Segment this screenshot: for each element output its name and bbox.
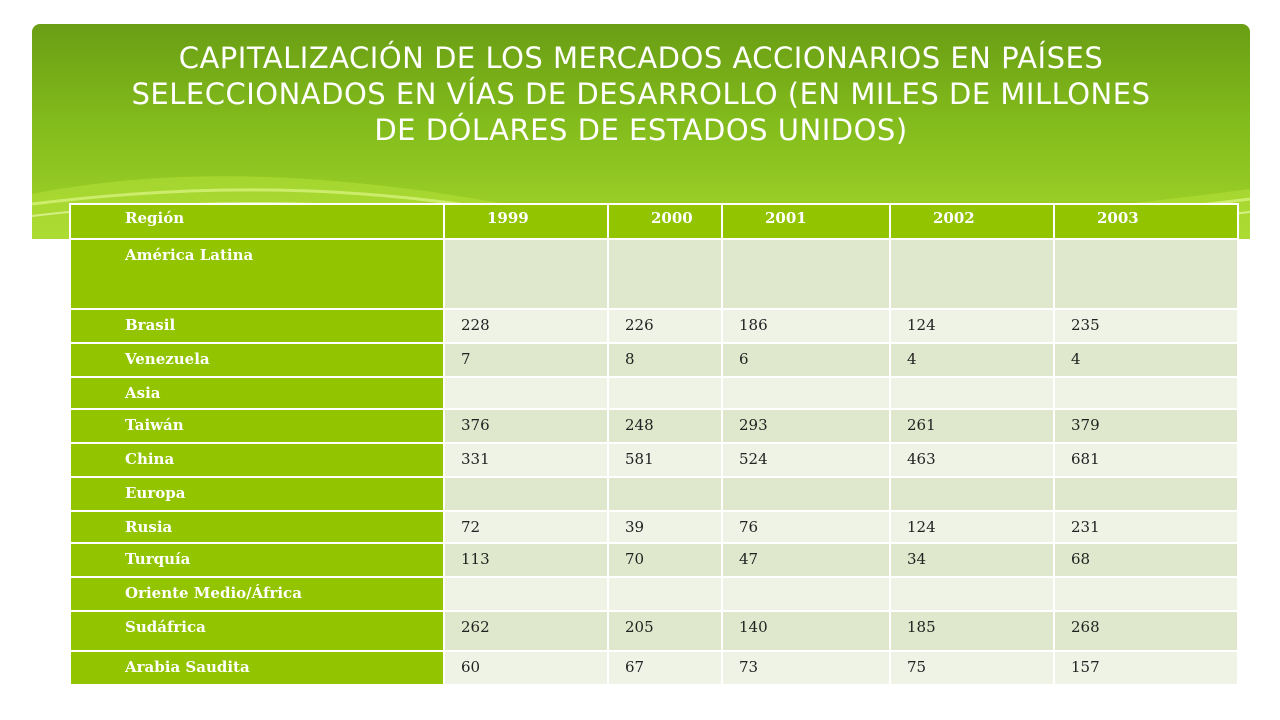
header-cell: 2000: [607, 203, 723, 240]
value-cell: 75: [889, 650, 1055, 686]
value-cell: 73: [721, 650, 891, 686]
value-cell: 524: [721, 442, 891, 478]
value-cell: [889, 576, 1055, 612]
table-row: Sudáfrica 262 205 140 185 268: [69, 610, 1239, 652]
value-cell: 581: [607, 442, 723, 478]
value-cell: [1053, 576, 1239, 612]
value-cell: 60: [443, 650, 609, 686]
value-cell: [721, 576, 891, 612]
value-cell: [889, 376, 1055, 410]
market-cap-table: Región 1999 2000 2001 2002 2003 América …: [69, 203, 1239, 686]
value-cell: [607, 576, 723, 612]
value-cell: 72: [443, 510, 609, 544]
value-cell: 140: [721, 610, 891, 652]
row-label-cell: Asia: [69, 376, 445, 410]
row-label-cell: Turquía: [69, 542, 445, 578]
value-cell: [721, 476, 891, 512]
table-row: Venezuela 7 8 6 4 4: [69, 342, 1239, 378]
value-cell: 186: [721, 308, 891, 344]
slide-title: CAPITALIZACIÓN DE LOS MERCADOS ACCIONARI…: [131, 41, 1151, 147]
table-row: Arabia Saudita 60 67 73 75 157: [69, 650, 1239, 686]
value-cell: 261: [889, 408, 1055, 444]
value-cell: [889, 476, 1055, 512]
value-cell: 6: [721, 342, 891, 378]
row-label-cell: Sudáfrica: [69, 610, 445, 652]
value-cell: 76: [721, 510, 891, 544]
value-cell: [443, 576, 609, 612]
value-cell: 376: [443, 408, 609, 444]
value-cell: [1053, 476, 1239, 512]
table-row: Taiwán 376 248 293 261 379: [69, 408, 1239, 444]
row-label-cell: Oriente Medio/África: [69, 576, 445, 612]
value-cell: [721, 238, 891, 310]
value-cell: [443, 476, 609, 512]
value-cell: 681: [1053, 442, 1239, 478]
value-cell: 463: [889, 442, 1055, 478]
value-cell: 4: [1053, 342, 1239, 378]
value-cell: [607, 476, 723, 512]
header-cell: 2001: [721, 203, 891, 240]
row-label-cell: China: [69, 442, 445, 478]
value-cell: 70: [607, 542, 723, 578]
value-cell: 231: [1053, 510, 1239, 544]
header-cell: 1999: [443, 203, 609, 240]
value-cell: [1053, 376, 1239, 410]
table-row: Oriente Medio/África: [69, 576, 1239, 612]
value-cell: 248: [607, 408, 723, 444]
value-cell: 124: [889, 308, 1055, 344]
value-cell: 67: [607, 650, 723, 686]
value-cell: 7: [443, 342, 609, 378]
value-cell: [607, 376, 723, 410]
value-cell: 379: [1053, 408, 1239, 444]
value-cell: 4: [889, 342, 1055, 378]
row-label-cell: Venezuela: [69, 342, 445, 378]
row-label-cell: Arabia Saudita: [69, 650, 445, 686]
value-cell: [443, 238, 609, 310]
value-cell: 268: [1053, 610, 1239, 652]
header-cell: 2003: [1053, 203, 1239, 240]
value-cell: 113: [443, 542, 609, 578]
value-cell: 68: [1053, 542, 1239, 578]
value-cell: 205: [607, 610, 723, 652]
value-cell: [607, 238, 723, 310]
table-row: Brasil 228 226 186 124 235: [69, 308, 1239, 344]
table-row: Europa: [69, 476, 1239, 512]
value-cell: 331: [443, 442, 609, 478]
row-label-cell: Europa: [69, 476, 445, 512]
table-row: China 331 581 524 463 681: [69, 442, 1239, 478]
table-row: América Latina: [69, 238, 1239, 310]
value-cell: 34: [889, 542, 1055, 578]
value-cell: 124: [889, 510, 1055, 544]
row-label-cell: Rusia: [69, 510, 445, 544]
row-label-cell: Taiwán: [69, 408, 445, 444]
value-cell: 262: [443, 610, 609, 652]
value-cell: [1053, 238, 1239, 310]
table-row: Turquía 113 70 47 34 68: [69, 542, 1239, 578]
value-cell: 157: [1053, 650, 1239, 686]
value-cell: 47: [721, 542, 891, 578]
value-cell: [443, 376, 609, 410]
value-cell: 293: [721, 408, 891, 444]
row-label-cell: Brasil: [69, 308, 445, 344]
header-cell: Región: [69, 203, 445, 240]
value-cell: 228: [443, 308, 609, 344]
row-label-cell: América Latina: [69, 238, 445, 310]
table-row: Rusia 72 39 76 124 231: [69, 510, 1239, 544]
value-cell: 235: [1053, 308, 1239, 344]
value-cell: 185: [889, 610, 1055, 652]
value-cell: [889, 238, 1055, 310]
value-cell: [721, 376, 891, 410]
header-cell: 2002: [889, 203, 1055, 240]
table-header-row: Región 1999 2000 2001 2002 2003: [69, 203, 1239, 240]
value-cell: 226: [607, 308, 723, 344]
value-cell: 39: [607, 510, 723, 544]
table-row: Asia: [69, 376, 1239, 410]
value-cell: 8: [607, 342, 723, 378]
